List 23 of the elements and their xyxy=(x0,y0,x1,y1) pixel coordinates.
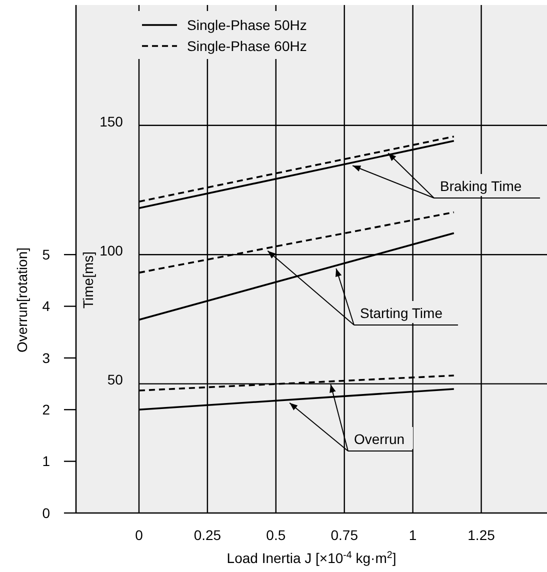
y-tick-label: 3 xyxy=(42,350,50,366)
y-tick-label: 2 xyxy=(42,402,50,418)
y-axis-title: Overrun[rotation] xyxy=(14,247,30,353)
annotation: Overrun xyxy=(354,430,405,447)
y-tick-label: 1 xyxy=(42,453,50,470)
y-tick-label: 4 xyxy=(42,298,50,314)
y2-tick-label: 50 xyxy=(107,372,124,388)
x-tick-label: 1.25 xyxy=(468,526,496,543)
annotation: Braking Time xyxy=(440,178,522,194)
x-tick-label: 1 xyxy=(408,526,417,543)
x-tick-label: 0.5 xyxy=(266,526,286,543)
x-tick-label: 0.75 xyxy=(330,526,358,543)
x-tick-label: 0 xyxy=(135,526,144,543)
y2-tick-label: 150 xyxy=(100,113,124,130)
y-tick-label: 0 xyxy=(42,504,50,521)
legend-label: Single-Phase 60Hz xyxy=(187,38,307,54)
annotation: Starting Time xyxy=(360,304,443,321)
y2-axis-title: Time[ms] xyxy=(80,251,96,309)
x-axis-title: Load Inertia J [×10$^{-4}$ kg·m$^{2}$] xyxy=(226,550,396,566)
y-tick-label: 5 xyxy=(42,246,50,263)
x-tick-label: 0.25 xyxy=(194,526,222,543)
legend-label: Single-Phase 50Hz xyxy=(187,16,307,33)
y2-tick-label: 100 xyxy=(100,242,124,259)
